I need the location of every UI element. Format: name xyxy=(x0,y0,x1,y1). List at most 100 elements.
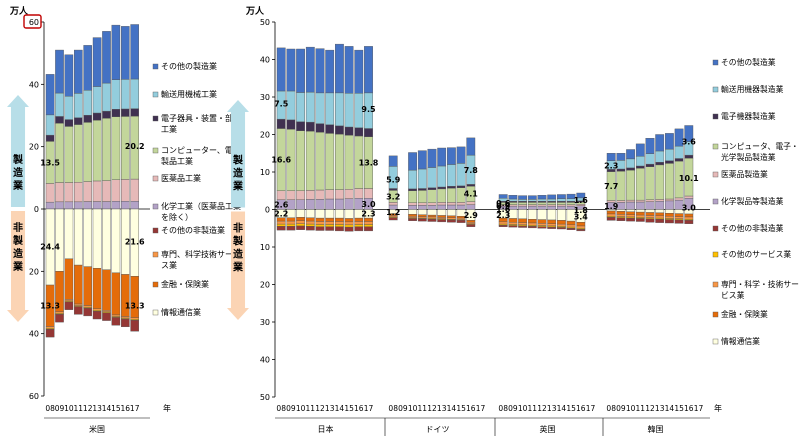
us-data-label: 13.3 xyxy=(40,302,60,311)
us-bar-computer-15 xyxy=(111,116,121,180)
korea-bar-other_nonmfg-neg-14 xyxy=(665,219,674,224)
germany-bar-finance-neg-12 xyxy=(427,214,437,218)
uk-bar-info-neg-12 xyxy=(537,209,547,220)
korea-bar-professional-neg-11 xyxy=(635,214,645,218)
uk-bar-computer-12 xyxy=(537,202,547,205)
germany-bar-electronics-15 xyxy=(456,185,466,188)
us-legend-swatch-pharma xyxy=(152,175,159,182)
us-legend-swatch-transport xyxy=(152,91,159,98)
korea-x-tick-label: 12 xyxy=(645,404,655,413)
korea-data-label: 2.3 xyxy=(604,161,618,170)
us-bar-other_nonmfg-neg-17 xyxy=(130,320,140,332)
others-legend-label: その他の非製造業 xyxy=(721,223,784,233)
korea-bar-computer-14 xyxy=(665,163,674,200)
japan-bar-services_other-neg-09 xyxy=(286,223,296,227)
us-bar-electronics-17 xyxy=(130,108,140,117)
japan-bar-computer-15 xyxy=(344,135,354,190)
japan-x-tick-label: 08 xyxy=(276,404,286,413)
us-legend-label: 専門、科学技術サービス業 xyxy=(161,249,241,270)
japan-bar-pharma-09 xyxy=(286,190,296,200)
japan-bar-computer-13 xyxy=(325,133,335,190)
us-x-tick-label: 10 xyxy=(64,404,74,413)
others-legend-label: コンピュータ、電子・光学製品製造業 xyxy=(721,142,799,162)
germany-bar-finance-neg-10 xyxy=(408,214,417,217)
us-legend-label: 化学工業（医薬品工業を除く） xyxy=(161,201,241,222)
uk-bar-chemical-11 xyxy=(527,205,537,210)
japan-data-label: 13.8 xyxy=(359,159,379,168)
japan-bar-pharma-11 xyxy=(305,190,315,200)
uk-x-tick-label: 10 xyxy=(518,404,528,413)
germany-bar-other_nonmfg-neg-11 xyxy=(417,218,427,222)
korea-bar-finance-neg-12 xyxy=(645,212,655,216)
germany-bar-info-neg-12 xyxy=(427,209,437,216)
korea-bar-finance-neg-11 xyxy=(635,211,645,216)
korea-bar-professional-neg-15 xyxy=(674,216,684,220)
others-legend-label: その他の製造業 xyxy=(721,57,776,67)
japan-bar-services_other-neg-10 xyxy=(296,223,305,227)
uk-bar-other_mfg-11 xyxy=(527,195,537,200)
germany-bar-transport-10 xyxy=(408,169,417,190)
us-legend-label: 輸送用機械工業 xyxy=(161,89,217,99)
us-bar-computer-10 xyxy=(64,126,74,183)
uk-bar-transport-12 xyxy=(537,198,547,202)
us-bar-chemical-12 xyxy=(83,201,92,210)
japan-x-tick-label: 16 xyxy=(354,404,364,413)
japan-bar-services_other-neg-11 xyxy=(305,223,315,227)
korea-bar-electronics-16 xyxy=(684,154,694,159)
japan-bar-pharma-15 xyxy=(344,189,354,199)
us-bar-other_mfg-12 xyxy=(83,45,92,91)
japan-bar-chemical-15 xyxy=(344,198,354,210)
uk-bar-pharma-14 xyxy=(557,204,566,207)
uk-bar-info-neg-11 xyxy=(527,209,537,220)
uk-x-tick-label: 11 xyxy=(528,404,538,413)
us-bar-transport-14 xyxy=(102,82,111,112)
germany-x-tick-label: 10 xyxy=(408,404,418,413)
uk-bar-transport-10 xyxy=(518,199,528,202)
korea-x-tick-label: 10 xyxy=(626,404,636,413)
korea-x-tick-label: 16 xyxy=(684,404,694,413)
japan-bar-other_nonmfg-neg-16 xyxy=(354,226,364,232)
us-bar-computer-13 xyxy=(92,119,102,182)
germany-bar-other_mfg-16 xyxy=(466,137,476,156)
japan-bar-chemical-14 xyxy=(335,198,344,210)
germany-x-tick-label: 15 xyxy=(456,404,466,413)
us-bar-transport-10 xyxy=(64,95,74,120)
japan-bar-computer-14 xyxy=(335,133,344,190)
japan-bar-services_other-neg-12 xyxy=(315,224,325,227)
us-bar-pharma-10 xyxy=(64,182,74,203)
germany-bar-electronics-14 xyxy=(447,186,456,189)
others-legend-label: 金融・保険業 xyxy=(721,309,768,319)
korea-country-label: 韓国 xyxy=(648,424,664,434)
japan-bar-transport-14 xyxy=(335,92,344,127)
us-legend-label: その他の非製造業 xyxy=(161,225,225,235)
japan-bar-pharma-12 xyxy=(315,189,325,200)
us-bar-computer-12 xyxy=(83,122,92,182)
germany-bar-chemical-10 xyxy=(408,205,417,210)
others-legend-swatch-other_mfg xyxy=(712,59,719,66)
korea-bar-info-neg-10 xyxy=(626,209,636,212)
germany-bar-transport-13 xyxy=(437,165,447,188)
uk-x-tick-label: 09 xyxy=(508,404,518,413)
japan-bar-info-neg-15 xyxy=(344,209,354,219)
japan-bar-transport-10 xyxy=(296,92,305,122)
germany-data-label: 1.2 xyxy=(386,208,400,217)
others-down-arrow xyxy=(227,211,249,320)
japan-bar-pharma-16 xyxy=(354,188,364,199)
japan-bar-finance-neg-14 xyxy=(335,217,344,222)
us-bar-transport-09 xyxy=(55,92,64,117)
uk-bar-pharma-10 xyxy=(518,204,528,207)
korea-bar-info-neg-11 xyxy=(635,209,645,213)
japan-bar-professional-neg-13 xyxy=(325,221,335,225)
japan-bar-services_other-neg-17 xyxy=(364,224,373,227)
us-bar-professional-neg-09 xyxy=(55,311,64,314)
germany-bar-other_nonmfg-neg-08 xyxy=(388,217,398,221)
us-bar-pharma-13 xyxy=(92,180,102,202)
germany-bar-chemical-12 xyxy=(427,205,437,210)
uk-bar-other_nonmfg-neg-13 xyxy=(547,226,557,229)
us-bar-pharma-08 xyxy=(45,183,55,203)
germany-bar-transport-14 xyxy=(447,164,456,187)
us-bar-professional-neg-11 xyxy=(73,303,83,306)
germany-x-tick-label: 17 xyxy=(476,404,486,413)
us-bar-other_mfg-16 xyxy=(120,26,130,80)
korea-bar-professional-neg-13 xyxy=(655,215,665,219)
